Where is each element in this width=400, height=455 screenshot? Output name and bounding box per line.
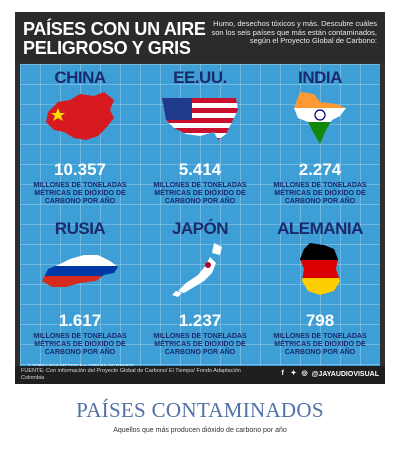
twitter-icon: ✦: [290, 370, 297, 377]
title-line-1: PAÍSES CON UN AIRE: [23, 19, 206, 39]
instagram-icon: ◎: [301, 370, 308, 377]
unit-label: MILLONES DE TONELADAS MÉTRICAS DE DIÓXID…: [33, 333, 127, 356]
poster-caption: Aquellos que más producen dióxido de car…: [113, 427, 287, 434]
usa-flag-map-icon: [162, 98, 238, 140]
country-name: EE.UU.: [173, 68, 227, 87]
unit-label: MILLONES DE TONELADAS MÉTRICAS DE DIÓXID…: [273, 333, 367, 356]
country-value: 798: [305, 311, 335, 330]
title-line-2: PELIGROSO Y GRIS: [23, 38, 191, 58]
country-value: 5.414: [178, 160, 222, 179]
india-flag-map-icon: [294, 92, 346, 144]
country-name: INDIA: [298, 68, 342, 87]
country-card-usa: EE.UU. 5.414 MILLONES DE TONELADAS MÉTRI…: [140, 64, 260, 215]
country-card-india: INDIA 2.274 MILLONES DE TONELADAS MÉTRIC…: [260, 64, 380, 215]
unit-label: MILLONES DE TONELADAS MÉTRICAS DE DIÓXID…: [273, 182, 367, 205]
country-name: RUSIA: [54, 219, 106, 238]
russia-flag-map-icon: [42, 255, 118, 287]
social-handle: @JAYAUDIOVISUAL: [311, 370, 379, 378]
facebook-icon: f: [281, 370, 284, 377]
source-text: FUENTE: Con información del Proyecto Glo…: [21, 368, 241, 381]
country-card-russia: RUSIA 1.617 MILLONES DE TONELADAS MÉTRIC…: [20, 215, 140, 366]
infographic-footer: FUENTE: Con información del Proyecto Glo…: [15, 366, 385, 384]
country-name: CHINA: [54, 68, 106, 87]
infographic-title: PAÍSES CON UN AIRE PELIGROSO Y GRIS: [23, 20, 206, 58]
china-flag-map-icon: [46, 92, 114, 140]
unit-label: MILLONES DE TONELADAS MÉTRICAS DE DIÓXID…: [153, 182, 247, 205]
social-links: f ✦ ◎ @JAYAUDIOVISUAL: [279, 370, 379, 378]
country-name: ALEMANIA: [277, 219, 363, 238]
germany-flag-map-icon: [300, 243, 340, 295]
country-value: 1.237: [178, 311, 222, 330]
infographic-header: PAÍSES CON UN AIRE PELIGROSO Y GRIS Humo…: [15, 12, 385, 62]
country-name: JAPÓN: [171, 219, 229, 238]
country-card-germany: ALEMANIA 798 MILLONES DE TONELADAS MÉTRI…: [260, 215, 380, 366]
country-value: 10.357: [54, 160, 106, 179]
infographic-subtitle: Humo, desechos tóxicos y más. Descubre c…: [211, 19, 377, 45]
country-value: 1.617: [58, 311, 102, 330]
country-card-china: CHINA 10.357 MILLONES DE TONELADAS MÉTRI…: [20, 64, 140, 215]
country-value: 2.274: [298, 160, 342, 179]
infographic: PAÍSES CON UN AIRE PELIGROSO Y GRIS Humo…: [15, 12, 385, 384]
unit-label: MILLONES DE TONELADAS MÉTRICAS DE DIÓXID…: [33, 182, 127, 205]
country-card-japan: JAPÓN 1.237 MILLONES DE TONELADAS MÉTRIC…: [140, 215, 260, 366]
poster-title: PAÍSES CONTAMINADOS: [76, 398, 324, 422]
japan-flag-map-icon: [172, 243, 222, 297]
unit-label: MILLONES DE TONELADAS MÉTRICAS DE DIÓXID…: [153, 333, 247, 356]
country-grid: CHINA 10.357 MILLONES DE TONELADAS MÉTRI…: [20, 64, 380, 370]
